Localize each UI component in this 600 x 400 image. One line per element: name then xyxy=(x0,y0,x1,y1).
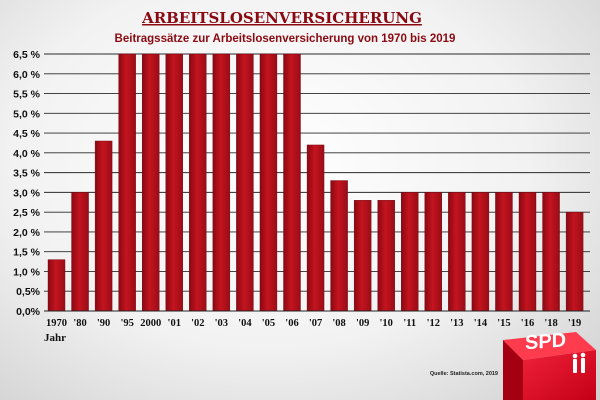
bar xyxy=(377,200,395,312)
y-tick-label: 5,5 % xyxy=(13,89,41,101)
y-tick-label: 0,5% xyxy=(16,286,41,298)
bar xyxy=(401,192,419,312)
x-axis-label: Jahr xyxy=(44,332,66,344)
bar xyxy=(71,192,89,312)
x-tick-label: '14 xyxy=(474,318,488,329)
x-tick-label: '07 xyxy=(309,318,322,329)
y-tick-label: 3,5 % xyxy=(13,168,41,180)
bar xyxy=(424,192,442,312)
bar xyxy=(330,180,348,312)
x-tick-label: '15 xyxy=(497,318,510,329)
x-tick-label: '09 xyxy=(356,318,369,329)
bar xyxy=(189,53,207,312)
bar xyxy=(236,53,254,312)
x-tick-label: '03 xyxy=(215,318,228,329)
x-tick-label: '01 xyxy=(168,318,181,329)
y-tick-label: 5,0 % xyxy=(13,108,41,120)
bar xyxy=(518,192,537,312)
x-tick-label: '08 xyxy=(332,318,345,329)
x-tick-label: '12 xyxy=(427,318,440,329)
bar xyxy=(542,192,560,312)
y-tick-label: 3,0 % xyxy=(13,187,41,199)
x-tick-label: 1970 xyxy=(46,318,67,329)
x-tick-label: '02 xyxy=(191,318,204,329)
x-tick-label: '90 xyxy=(97,318,110,329)
x-tick-label: '10 xyxy=(379,318,392,329)
bar xyxy=(259,53,278,312)
source-note: Quelle: Statista.com, 2019 xyxy=(430,371,498,377)
bar xyxy=(47,259,66,312)
x-tick-label: '06 xyxy=(285,318,298,329)
y-tick-label: 1,0 % xyxy=(13,266,41,278)
y-tick-label: 2,5 % xyxy=(13,207,41,219)
spd-logo-text: SPD xyxy=(525,329,566,354)
bar xyxy=(118,53,136,312)
bar xyxy=(283,53,301,312)
spd-logo: SPD xyxy=(503,329,596,400)
bar xyxy=(353,200,372,312)
bar xyxy=(212,53,231,312)
x-tick-label: '19 xyxy=(568,318,581,329)
people-icon xyxy=(572,352,586,373)
y-tick-label: 4,5 % xyxy=(13,128,41,140)
y-tick-label: 2,0 % xyxy=(13,227,41,239)
y-tick-label: 4,0 % xyxy=(13,148,41,160)
x-tick-label: '05 xyxy=(262,318,275,329)
bar xyxy=(471,192,490,312)
x-tick-label: '13 xyxy=(450,318,463,329)
bar xyxy=(165,53,183,312)
x-tick-label: 2000 xyxy=(140,318,161,329)
x-tick-label: '16 xyxy=(521,318,534,329)
y-tick-label: 6,0 % xyxy=(13,69,41,81)
bar xyxy=(141,53,160,312)
y-tick-label: 6,5 % xyxy=(13,49,41,61)
y-tick-label: 1,5 % xyxy=(13,247,41,259)
x-tick-label: '95 xyxy=(120,318,133,329)
bar xyxy=(94,140,113,312)
chart-subtitle: Beitragssätze zur Arbeitslosenversicheru… xyxy=(115,33,456,45)
x-tick-label: '18 xyxy=(544,318,557,329)
y-tick-label: 0,0% xyxy=(16,306,41,318)
bar xyxy=(306,144,325,312)
x-tick-label: '80 xyxy=(73,318,86,329)
bar xyxy=(565,211,584,312)
x-tick-label: '11 xyxy=(403,318,416,329)
chart-title: ARBEITSLOSENVERSICHERUNG xyxy=(141,9,422,27)
bar xyxy=(495,192,513,312)
x-tick-label: '04 xyxy=(238,318,252,329)
bar xyxy=(448,192,466,312)
